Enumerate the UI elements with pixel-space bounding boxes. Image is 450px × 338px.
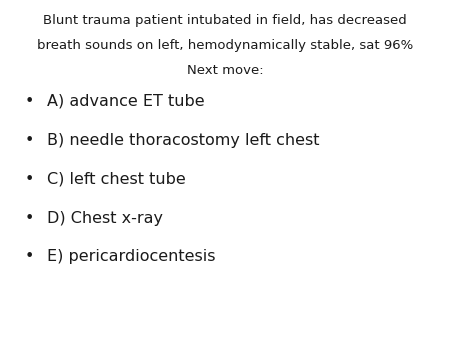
Text: Blunt trauma patient intubated in field, has decreased: Blunt trauma patient intubated in field,…: [43, 14, 407, 26]
Text: D) Chest x-ray: D) Chest x-ray: [47, 211, 163, 225]
Text: C) left chest tube: C) left chest tube: [47, 172, 186, 187]
Text: •: •: [25, 133, 34, 148]
Text: •: •: [25, 211, 34, 225]
Text: Next move:: Next move:: [187, 64, 263, 77]
Text: •: •: [25, 249, 34, 264]
Text: •: •: [25, 94, 34, 109]
Text: breath sounds on left, hemodynamically stable, sat 96%: breath sounds on left, hemodynamically s…: [37, 39, 413, 52]
Text: E) pericardiocentesis: E) pericardiocentesis: [47, 249, 216, 264]
Text: A) advance ET tube: A) advance ET tube: [47, 94, 205, 109]
Text: B) needle thoracostomy left chest: B) needle thoracostomy left chest: [47, 133, 320, 148]
Text: •: •: [25, 172, 34, 187]
